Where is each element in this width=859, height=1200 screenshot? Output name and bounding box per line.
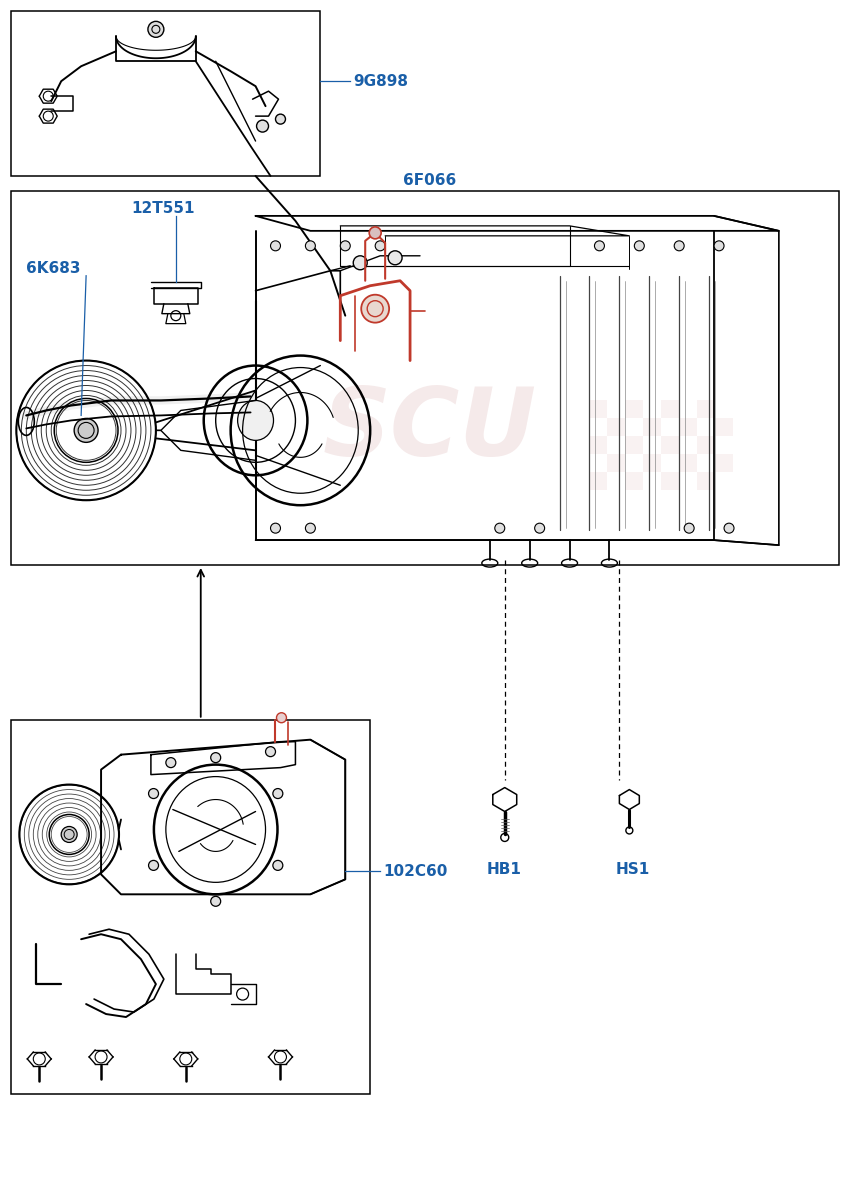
- Circle shape: [724, 523, 734, 533]
- Bar: [661, 437, 679, 455]
- Bar: [643, 455, 661, 473]
- Bar: [589, 437, 607, 455]
- Circle shape: [210, 896, 221, 906]
- Bar: [625, 437, 643, 455]
- Text: 12T551: 12T551: [131, 202, 194, 216]
- Bar: [11, 11, 320, 176]
- Circle shape: [148, 22, 164, 37]
- Circle shape: [265, 746, 276, 757]
- Circle shape: [306, 241, 315, 251]
- Circle shape: [273, 788, 283, 798]
- Bar: [698, 401, 715, 419]
- Bar: [661, 473, 679, 491]
- Bar: [661, 401, 679, 419]
- Bar: [607, 419, 625, 437]
- Bar: [698, 437, 715, 455]
- Circle shape: [257, 120, 269, 132]
- Circle shape: [369, 227, 381, 239]
- Bar: [11, 191, 838, 565]
- Circle shape: [276, 114, 285, 124]
- Bar: [625, 401, 643, 419]
- Text: 102C60: 102C60: [383, 864, 448, 878]
- Circle shape: [353, 256, 367, 270]
- Text: HB1: HB1: [487, 862, 521, 877]
- Circle shape: [714, 241, 724, 251]
- Circle shape: [340, 241, 350, 251]
- Circle shape: [306, 523, 315, 533]
- Bar: [589, 473, 607, 491]
- Circle shape: [166, 757, 176, 768]
- Circle shape: [277, 713, 286, 722]
- Bar: [715, 455, 733, 473]
- Circle shape: [534, 523, 545, 533]
- Text: 6K683: 6K683: [27, 262, 81, 276]
- Text: SCU: SCU: [323, 384, 537, 476]
- Circle shape: [61, 827, 77, 842]
- Circle shape: [684, 523, 694, 533]
- Circle shape: [210, 752, 221, 763]
- Circle shape: [271, 523, 281, 533]
- Circle shape: [674, 241, 684, 251]
- Circle shape: [495, 523, 505, 533]
- Circle shape: [149, 860, 159, 870]
- Circle shape: [273, 860, 283, 870]
- Circle shape: [74, 419, 98, 443]
- Circle shape: [149, 788, 159, 798]
- Text: 9G898: 9G898: [353, 73, 408, 89]
- Circle shape: [362, 295, 389, 323]
- Bar: [643, 419, 661, 437]
- Circle shape: [375, 241, 385, 251]
- Text: HS1: HS1: [615, 862, 649, 877]
- Circle shape: [271, 241, 281, 251]
- Bar: [679, 455, 698, 473]
- Circle shape: [388, 251, 402, 265]
- Bar: [589, 401, 607, 419]
- Text: 6F066: 6F066: [404, 174, 457, 188]
- Bar: [625, 473, 643, 491]
- Bar: [698, 473, 715, 491]
- Bar: [715, 419, 733, 437]
- Bar: [11, 720, 370, 1094]
- Bar: [679, 419, 698, 437]
- Circle shape: [634, 241, 644, 251]
- Bar: [607, 455, 625, 473]
- Ellipse shape: [238, 401, 273, 440]
- Circle shape: [594, 241, 605, 251]
